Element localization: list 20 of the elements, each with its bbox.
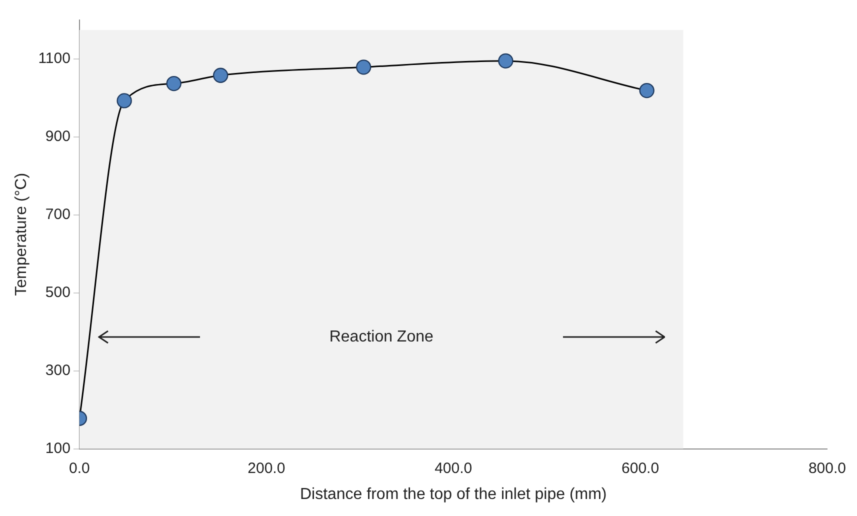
y-tick-label: 700: [45, 206, 70, 224]
y-tick-label: 900: [45, 128, 70, 146]
y-tick-label: 500: [45, 284, 70, 302]
y-tick-label: 300: [45, 362, 70, 379]
band-label: Reaction Zone: [329, 328, 434, 346]
point: [213, 68, 228, 83]
x-tick-label: 800.0: [808, 460, 846, 477]
x-axis-title: Distance from the top of the inlet pipe (mm): [300, 486, 607, 503]
point: [498, 53, 514, 69]
y-tick-label: 1100: [38, 50, 70, 68]
y-tick-label: 100: [45, 440, 70, 457]
x-tick-label: 0.0: [69, 460, 90, 477]
x-tick-label: 400.0: [434, 460, 472, 477]
point: [639, 82, 654, 98]
x-tick-label: 200.0: [248, 460, 286, 477]
point: [116, 93, 132, 108]
point: [356, 60, 372, 75]
point: [166, 76, 182, 92]
x-tick-label: 600.0: [622, 460, 660, 477]
y-axis-title: Temperature (°C): [13, 172, 30, 296]
